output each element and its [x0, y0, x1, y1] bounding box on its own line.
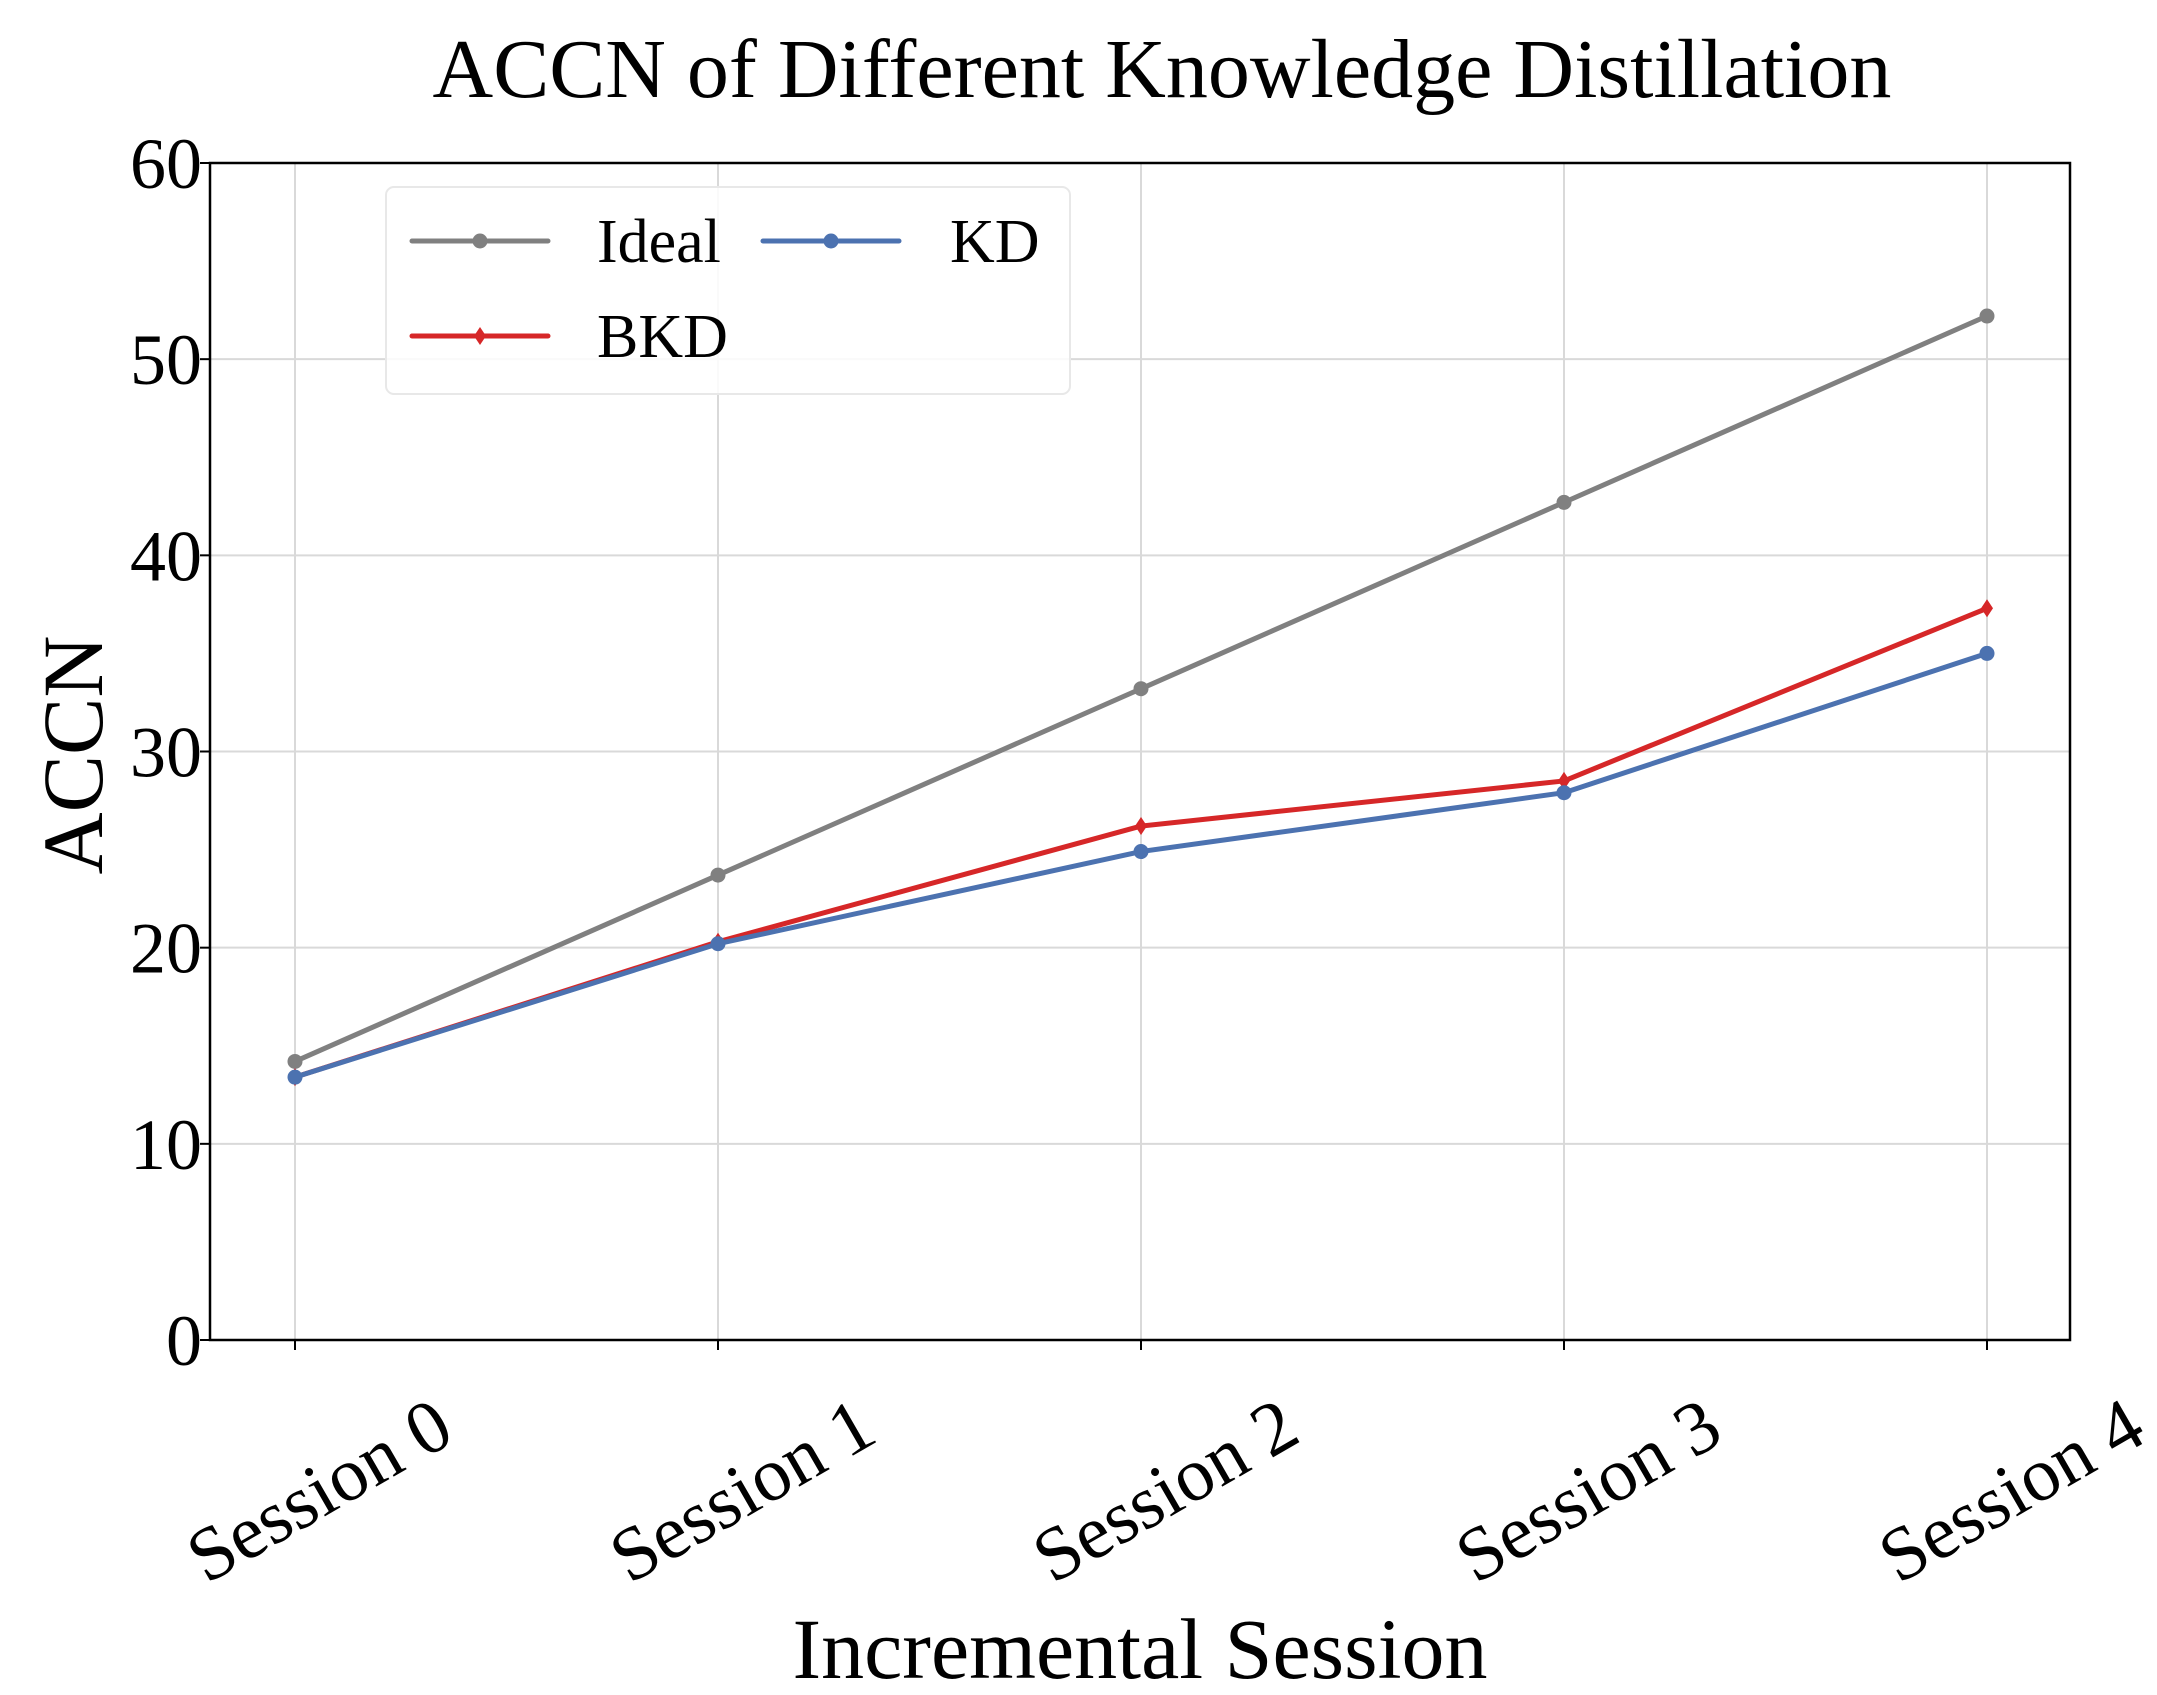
y-tick-label: 40	[130, 516, 202, 596]
x-tick-label: Session 3	[1442, 1382, 1735, 1599]
data-point-kd	[1556, 785, 1572, 801]
data-point-kd	[1133, 844, 1149, 860]
legend: Ideal KD BKD	[385, 186, 1071, 395]
y-tick-label: 0	[166, 1301, 202, 1381]
data-point-ideal	[1556, 494, 1572, 510]
data-point-kd	[1979, 645, 1995, 661]
series-layer	[287, 308, 1995, 1087]
legend-entry-ideal: Ideal	[409, 208, 721, 276]
legend-label-bkd: BKD	[597, 303, 728, 371]
x-axis-label: Incremental Session	[793, 1601, 1488, 1695]
data-point-kd	[710, 936, 726, 952]
legend-entry-bkd: BKD	[409, 303, 728, 371]
y-tick-label: 30	[130, 713, 202, 793]
legend-marker-bkd	[474, 327, 486, 345]
x-tick-label: Session 1	[596, 1382, 889, 1599]
data-point-bkd	[1558, 771, 1570, 790]
chart-title: ACCN of Different Knowledge Distillation	[433, 23, 1892, 116]
y-tick-label: 60	[130, 124, 202, 204]
x-tick-label: Session 4	[1865, 1382, 2157, 1599]
legend-label-kd: KD	[950, 208, 1040, 276]
legend-label-ideal: Ideal	[597, 208, 721, 276]
y-axis-label: ACCN	[25, 636, 121, 875]
legend-marker-ideal	[472, 233, 488, 249]
x-axis-ticks: Session 0 Session 1 Session 2 Session 3 Sess…	[173, 1340, 2157, 1599]
data-point-ideal	[287, 1053, 303, 1069]
series-kd	[287, 645, 1995, 1085]
series-ideal	[287, 308, 1995, 1069]
data-point-ideal	[1979, 308, 1995, 324]
data-point-ideal	[1133, 681, 1149, 697]
legend-entry-kd: KD	[760, 208, 1040, 276]
data-point-ideal	[710, 867, 726, 883]
data-point-bkd	[1981, 599, 1993, 618]
legend-marker-kd	[823, 233, 839, 249]
x-tick-label: Session 0	[173, 1382, 466, 1599]
y-tick-label: 20	[130, 909, 202, 989]
data-point-kd	[287, 1069, 303, 1085]
y-axis-ticks: 0 10 20 30 40 50 60	[130, 124, 210, 1381]
data-point-bkd	[1135, 817, 1147, 836]
y-tick-label: 10	[130, 1105, 202, 1185]
y-tick-label: 50	[130, 320, 202, 400]
x-tick-label: Session 2	[1019, 1382, 1312, 1599]
